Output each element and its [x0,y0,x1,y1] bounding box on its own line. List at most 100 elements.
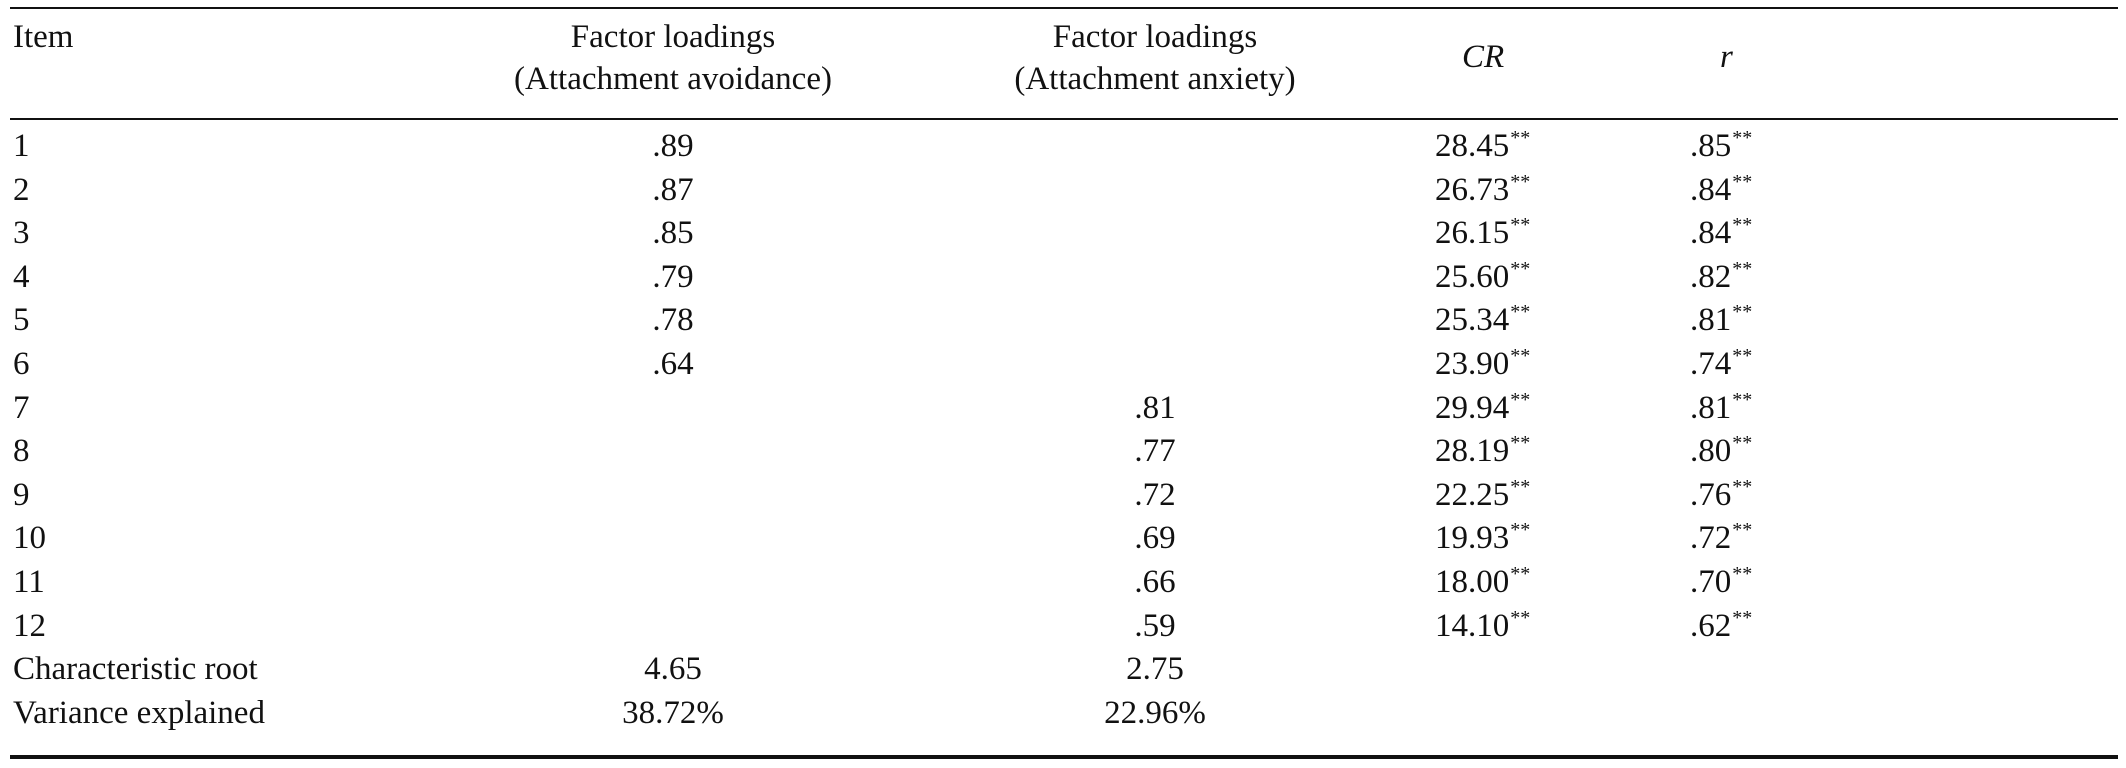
r-cell: .80** [1690,430,1752,477]
item-cell: 11 [13,564,45,600]
r-cell: .85** [1690,125,1752,172]
cr-cell: 28.19** [1435,430,1530,477]
cr-value: 22.25 [1435,476,1510,513]
item-cell: 12 [13,607,46,644]
r-cell: .72** [1690,517,1752,564]
header-item: Item [13,19,74,55]
cr-cell: 14.10** [1435,605,1530,652]
anxiety-loading-cell: .59 [1134,607,1176,644]
cr-significance: ** [1510,432,1531,455]
cr-cell [1435,648,1436,695]
r-cell: .70** [1690,561,1752,608]
r-cell: .81** [1690,387,1752,434]
table-row: 3.85 26.15** .84** [10,212,2118,255]
r-cell [1690,692,1691,739]
table-row: 7.81 29.94** .81** [10,387,2118,430]
r-value: .81 [1690,389,1732,426]
item-cell: Variance explained [13,694,265,731]
r-cell [1690,648,1691,695]
r-significance: ** [1732,563,1753,585]
header-anxiety-line2: (Attachment anxiety) [1014,61,1296,97]
r-significance: ** [1732,214,1753,237]
table-header-rule [10,118,2118,120]
cr-significance: ** [1510,563,1531,585]
cr-significance: ** [1510,257,1531,280]
r-value: .72 [1690,520,1732,557]
cr-significance: ** [1510,301,1531,324]
cr-significance: ** [1510,127,1531,149]
table-row: 9.72 22.25** .76** [10,474,2118,517]
cr-cell: 25.34** [1435,299,1530,346]
cr-cell: 19.93** [1435,517,1530,564]
avoidance-loading-cell: .78 [652,302,694,339]
r-value: .81 [1690,302,1732,339]
cr-significance: ** [1510,475,1531,498]
anxiety-loading-cell: .77 [1134,433,1176,470]
r-cell: .84** [1690,212,1752,259]
header-avoidance-line1: Factor loadings [570,19,776,55]
r-cell: .84** [1690,169,1752,216]
header-anxiety: Factor loadings (Attachment anxiety) [955,16,1355,100]
table-row: Variance explained 38.72% 22.96% [10,692,2118,735]
cr-value: 19.93 [1435,520,1510,557]
item-cell: 10 [13,520,46,557]
header-r: r [1720,39,1733,75]
header-avoidance: Factor loadings (Attachment avoidance) [478,16,868,100]
cr-significance: ** [1510,214,1531,237]
cr-value: 23.90 [1435,346,1510,382]
anxiety-loading-cell: .72 [1134,476,1176,513]
cr-significance: ** [1510,345,1531,367]
cr-cell: 18.00** [1435,561,1530,608]
table-row: 4.79 25.60** .82** [10,256,2118,299]
cr-cell: 26.15** [1435,212,1530,259]
table-row: Characteristic root 4.65 2.75 [10,648,2118,691]
r-value: .70 [1690,564,1732,600]
cr-significance: ** [1510,388,1531,411]
table-row: 8.77 28.19** .80** [10,430,2118,473]
avoidance-loading-cell: .79 [652,258,694,295]
r-cell: .76** [1690,474,1752,521]
cr-value: 26.73 [1435,171,1510,208]
table-row: 6.64 23.90** .74** [10,343,2118,386]
table-row: 5.78 25.34** .81** [10,299,2118,342]
cr-value: 28.19 [1435,433,1510,470]
item-cell: Characteristic root [13,651,258,688]
anxiety-loading-cell: 2.75 [1126,651,1184,688]
r-cell: .74** [1690,343,1752,390]
r-value: .84 [1690,171,1732,208]
table-row: 11.66 18.00** .70** [10,561,2118,604]
cr-cell: 23.90** [1435,343,1530,390]
factor-loadings-table: Item Factor loadings (Attachment avoidan… [10,0,2118,768]
r-cell: .82** [1690,256,1752,303]
item-cell: 4 [13,258,30,295]
cr-value: 14.10 [1435,607,1510,644]
anxiety-loading-cell: .66 [1134,564,1176,600]
r-significance: ** [1732,127,1753,149]
r-value: .80 [1690,433,1732,470]
item-cell: 6 [13,346,30,382]
r-significance: ** [1732,301,1753,324]
r-value: .62 [1690,607,1732,644]
cr-cell [1435,692,1436,739]
r-significance: ** [1732,345,1753,367]
table-row: 12.59 14.10** .62** [10,605,2118,648]
avoidance-loading-cell: 38.72% [622,694,724,731]
cr-significance: ** [1510,519,1531,542]
cr-cell: 29.94** [1435,387,1530,434]
r-significance: ** [1732,388,1753,411]
anxiety-loading-cell: 22.96% [1104,694,1206,731]
item-cell: 5 [13,302,30,339]
header-avoidance-line2: (Attachment avoidance) [514,61,832,97]
r-significance: ** [1732,519,1753,542]
table-row: 10.69 19.93** .72** [10,517,2118,560]
cr-value: 29.94 [1435,389,1510,426]
r-cell: .81** [1690,299,1752,346]
cr-cell: 28.45** [1435,125,1530,172]
header-cr: CR [1462,39,1505,75]
item-cell: 3 [13,215,30,252]
cr-value: 25.60 [1435,258,1510,295]
r-value: .82 [1690,258,1732,295]
cr-cell: 26.73** [1435,169,1530,216]
r-value: .76 [1690,476,1732,513]
table-top-rule [10,7,2118,9]
